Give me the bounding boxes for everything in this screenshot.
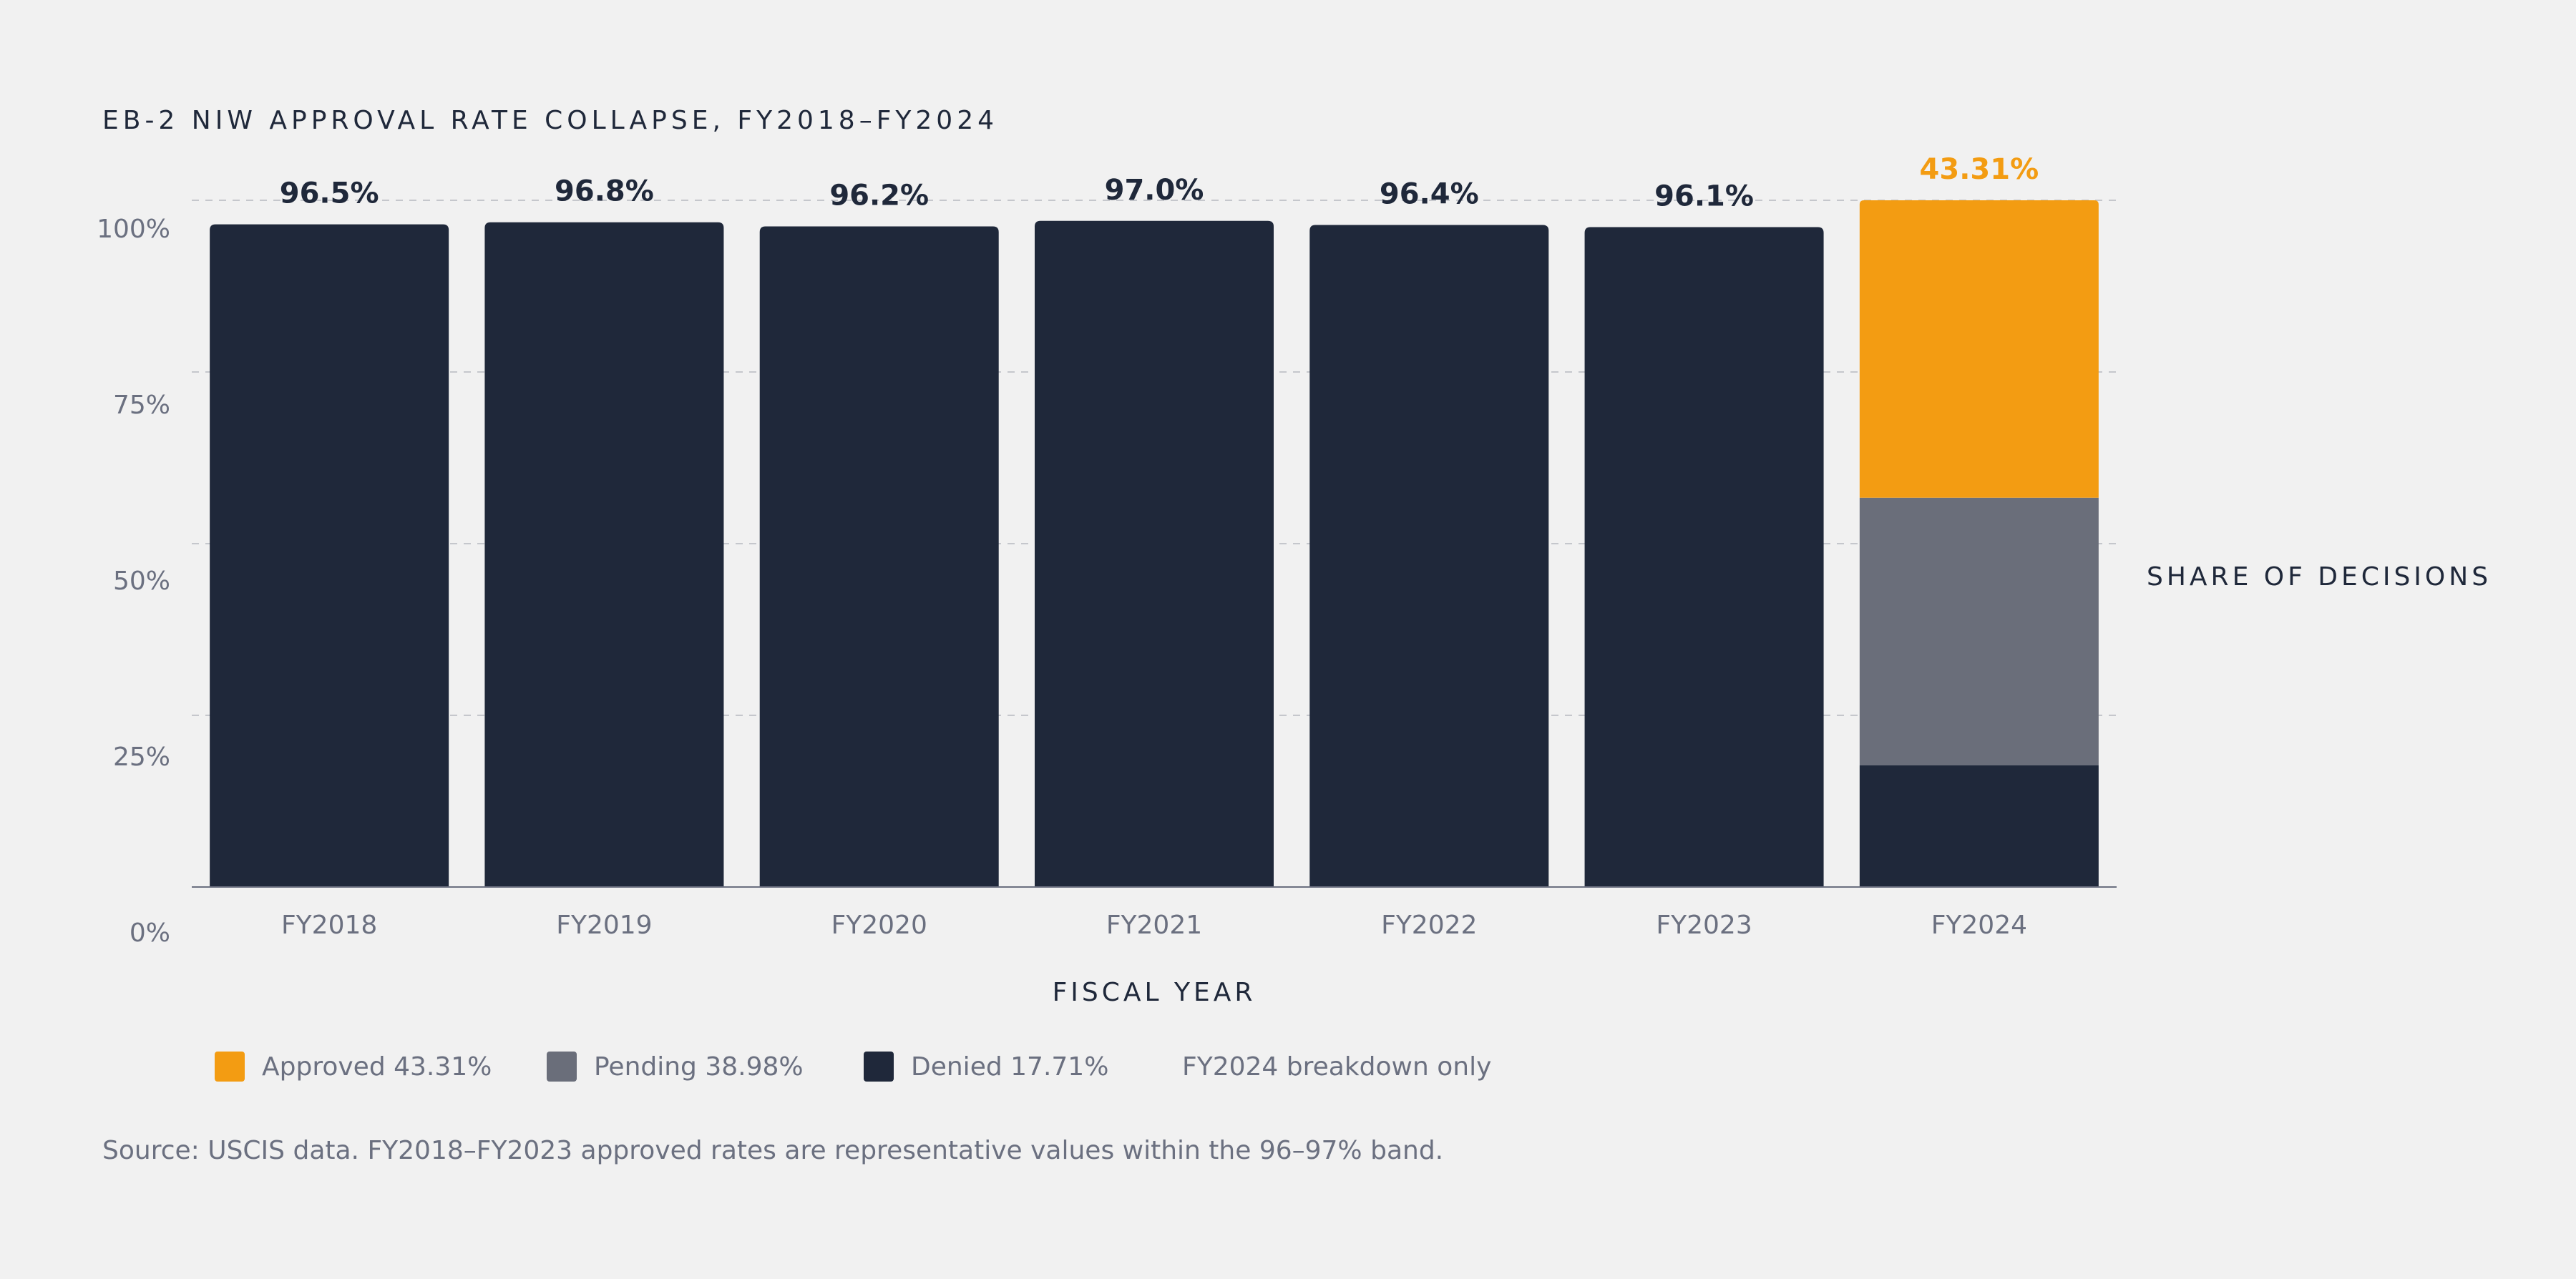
- legend-label-denied: Denied 17.71%: [911, 1052, 1109, 1082]
- y-tick-label: 0%: [130, 918, 170, 948]
- x-tick-label: FY2020: [831, 911, 927, 940]
- x-tick-label: FY2021: [1106, 911, 1202, 940]
- y-tick-label: 25%: [113, 743, 170, 772]
- x-tick-label: FY2023: [1656, 911, 1752, 940]
- legend-swatch-approved: [215, 1052, 245, 1082]
- data-label-fy2018: 96.5%: [280, 177, 379, 210]
- bars: [210, 200, 2099, 888]
- legend-item-approved: Approved 43.31%: [215, 1049, 492, 1084]
- x-tick-label: FY2018: [281, 911, 377, 940]
- legend-swatch-pending: [547, 1052, 577, 1082]
- legend-item-pending: Pending 38.98%: [547, 1049, 804, 1084]
- source-footnote: Source: USCIS data. FY2018–FY2023 approv…: [102, 1136, 1444, 1165]
- data-label-fy2021: 97.0%: [1105, 174, 1204, 207]
- chart-title: EB-2 NIW APPROVAL RATE COLLAPSE, FY2018–…: [102, 106, 998, 135]
- bar-segment-denied: [1859, 765, 2099, 887]
- legend-item-denied: Denied 17.71%: [864, 1049, 1108, 1084]
- data-labels: 96.5% 96.8% 96.2% 97.0% 96.4% 96.1% 43.31%: [280, 153, 2039, 212]
- y-tick-label: 100%: [97, 215, 170, 244]
- x-tick-label: FY2024: [1931, 911, 2027, 940]
- data-label-fy2024: 43.31%: [1920, 153, 2039, 186]
- bar-fy2022: [1309, 225, 1549, 887]
- x-axis-ticks: FY2018 FY2019 FY2020 FY2021 FY2022 FY2023 FY20…: [281, 911, 2027, 940]
- y-tick-label: 75%: [113, 391, 170, 420]
- legend-label-pending: Pending 38.98%: [594, 1052, 804, 1082]
- legend-label-approved: Approved 43.31%: [262, 1052, 492, 1082]
- legend-note-text: FY2024 breakdown only: [1182, 1052, 1492, 1082]
- bar-fy2020: [759, 226, 999, 888]
- bar-fy2019: [484, 222, 724, 888]
- data-label-fy2019: 96.8%: [555, 175, 654, 208]
- legend-note: FY2024 breakdown only: [1182, 1049, 1491, 1084]
- data-label-fy2023: 96.1%: [1654, 180, 1754, 212]
- bar-fy2021: [1035, 220, 1274, 887]
- bar-fy2023: [1584, 227, 1824, 887]
- bar-segment-pending: [1859, 497, 2099, 765]
- legend-swatch-denied: [864, 1052, 894, 1082]
- bar-segment-approved: [1859, 200, 2099, 498]
- x-tick-label: FY2022: [1381, 911, 1477, 940]
- data-label-fy2022: 96.4%: [1380, 178, 1479, 211]
- y-axis-ticks: 0% 25% 50% 75% 100%: [97, 215, 170, 948]
- x-axis-title: FISCAL YEAR: [1053, 978, 1257, 1007]
- data-label-fy2020: 96.2%: [829, 179, 929, 212]
- x-tick-label: FY2019: [556, 911, 652, 940]
- y-tick-label: 50%: [113, 567, 170, 596]
- y-axis-title: SHARE OF DECISIONS: [2147, 562, 2492, 592]
- bar-fy2018: [210, 224, 449, 888]
